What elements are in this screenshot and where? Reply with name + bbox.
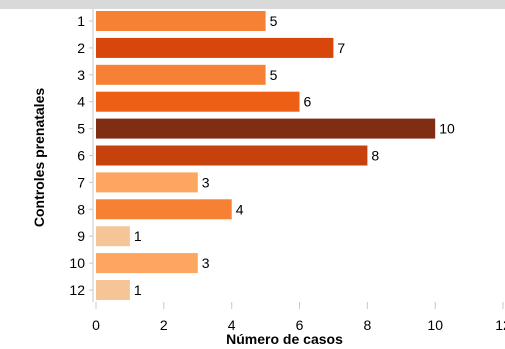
y-tick-label-4: 4 (77, 94, 85, 110)
data-label-8: 4 (236, 201, 244, 217)
bar-7 (96, 172, 198, 193)
y-tick-label-8: 8 (77, 201, 85, 217)
data-label-7: 3 (202, 174, 210, 190)
y-tick-label-2: 2 (77, 40, 85, 56)
x-tick-label-8: 8 (364, 317, 372, 333)
bar-4 (96, 91, 300, 112)
data-label-1: 5 (270, 13, 278, 29)
data-label-9: 1 (134, 228, 142, 244)
y-tick-label-6: 6 (77, 148, 85, 164)
y-tick-label-1: 1 (77, 13, 85, 29)
data-label-5: 10 (439, 121, 455, 137)
bar-1 (96, 11, 266, 31)
y-axis-title: Controles prenatales (31, 88, 47, 227)
bar-3 (96, 64, 266, 85)
bar-12 (96, 280, 130, 300)
x-axis: 0 2 4 6 8 10 12 (92, 302, 505, 333)
data-label-3: 5 (270, 67, 278, 83)
y-tick-label-3: 3 (77, 67, 85, 83)
bar-6 (96, 145, 368, 166)
y-tick-label-12: 12 (69, 282, 85, 298)
data-label-4: 6 (304, 94, 312, 110)
bar-9 (96, 226, 130, 247)
x-tick-label-10: 10 (427, 317, 443, 333)
x-tick-label-2: 2 (160, 317, 168, 333)
y-tick-label-7: 7 (77, 174, 85, 190)
top-band (0, 0, 505, 9)
data-label-6: 8 (371, 148, 379, 164)
x-tick-label-6: 6 (296, 317, 304, 333)
x-tick-label-0: 0 (92, 317, 100, 333)
bars-group (96, 11, 436, 300)
y-tick-label-9: 9 (77, 228, 85, 244)
data-labels-group: 5 7 5 6 10 8 3 4 1 3 1 (134, 13, 455, 298)
x-tick-label-12: 12 (495, 317, 505, 333)
bar-10 (96, 253, 198, 274)
data-label-12: 1 (134, 282, 142, 298)
bar-2 (96, 37, 334, 58)
bar-8 (96, 199, 232, 220)
y-tick-label-5: 5 (77, 121, 85, 137)
data-label-10: 3 (202, 255, 210, 271)
bar-5 (96, 118, 436, 139)
x-axis-title: Número de casos (226, 331, 343, 347)
x-tick-label-4: 4 (228, 317, 236, 333)
data-label-2: 7 (337, 40, 345, 56)
y-tick-label-10: 10 (69, 255, 85, 271)
